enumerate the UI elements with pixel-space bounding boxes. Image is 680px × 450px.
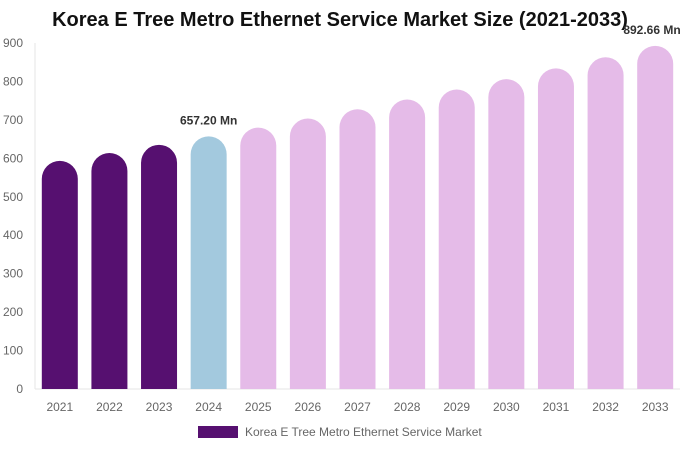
y-tick-label: 300 bbox=[3, 267, 23, 281]
x-tick-label: 2031 bbox=[543, 400, 570, 414]
bar-2033 bbox=[637, 45, 674, 389]
bar-2029 bbox=[438, 89, 475, 389]
bar-2021 bbox=[41, 160, 78, 389]
y-tick-label: 200 bbox=[3, 305, 23, 319]
x-tick-label: 2028 bbox=[394, 400, 421, 414]
y-tick-label: 400 bbox=[3, 228, 23, 242]
x-tick-label: 2026 bbox=[295, 400, 322, 414]
chart-title: Korea E Tree Metro Ethernet Service Mark… bbox=[52, 9, 628, 31]
bar-2022 bbox=[91, 152, 128, 389]
x-tick-label: 2029 bbox=[443, 400, 470, 414]
bar-2023 bbox=[141, 144, 178, 389]
x-tick-label: 2024 bbox=[195, 400, 222, 414]
x-tick-label: 2021 bbox=[46, 400, 73, 414]
y-tick-label: 100 bbox=[3, 344, 23, 358]
legend[interactable]: Korea E Tree Metro Ethernet Service Mark… bbox=[198, 425, 482, 439]
y-tick-label: 900 bbox=[3, 36, 23, 50]
x-tick-label: 2022 bbox=[96, 400, 123, 414]
x-tick-label: 2027 bbox=[344, 400, 371, 414]
x-tick-label: 2025 bbox=[245, 400, 272, 414]
y-tick-label: 800 bbox=[3, 74, 23, 88]
x-tick-label: 2030 bbox=[493, 400, 520, 414]
legend-label: Korea E Tree Metro Ethernet Service Mark… bbox=[245, 425, 482, 439]
bar-2031 bbox=[537, 68, 574, 390]
bar-2032 bbox=[587, 57, 624, 389]
x-tick-label: 2033 bbox=[642, 400, 669, 414]
y-tick-label: 600 bbox=[3, 151, 23, 165]
data-label-2033: 892.66 Mn bbox=[623, 23, 680, 37]
y-tick-label: 500 bbox=[3, 190, 23, 204]
bar-2027 bbox=[339, 109, 376, 390]
bar-2030 bbox=[488, 79, 525, 389]
x-tick-label: 2032 bbox=[592, 400, 619, 414]
bar-2028 bbox=[389, 99, 426, 389]
bar-2025 bbox=[240, 127, 277, 390]
y-tick-label: 700 bbox=[3, 113, 23, 127]
bar-2024 bbox=[190, 136, 227, 389]
legend-swatch bbox=[198, 426, 238, 438]
data-label-2024: 657.20 Mn bbox=[180, 113, 237, 127]
y-tick-label: 0 bbox=[16, 382, 23, 396]
x-tick-label: 2023 bbox=[146, 400, 173, 414]
bar-2026 bbox=[289, 118, 326, 389]
